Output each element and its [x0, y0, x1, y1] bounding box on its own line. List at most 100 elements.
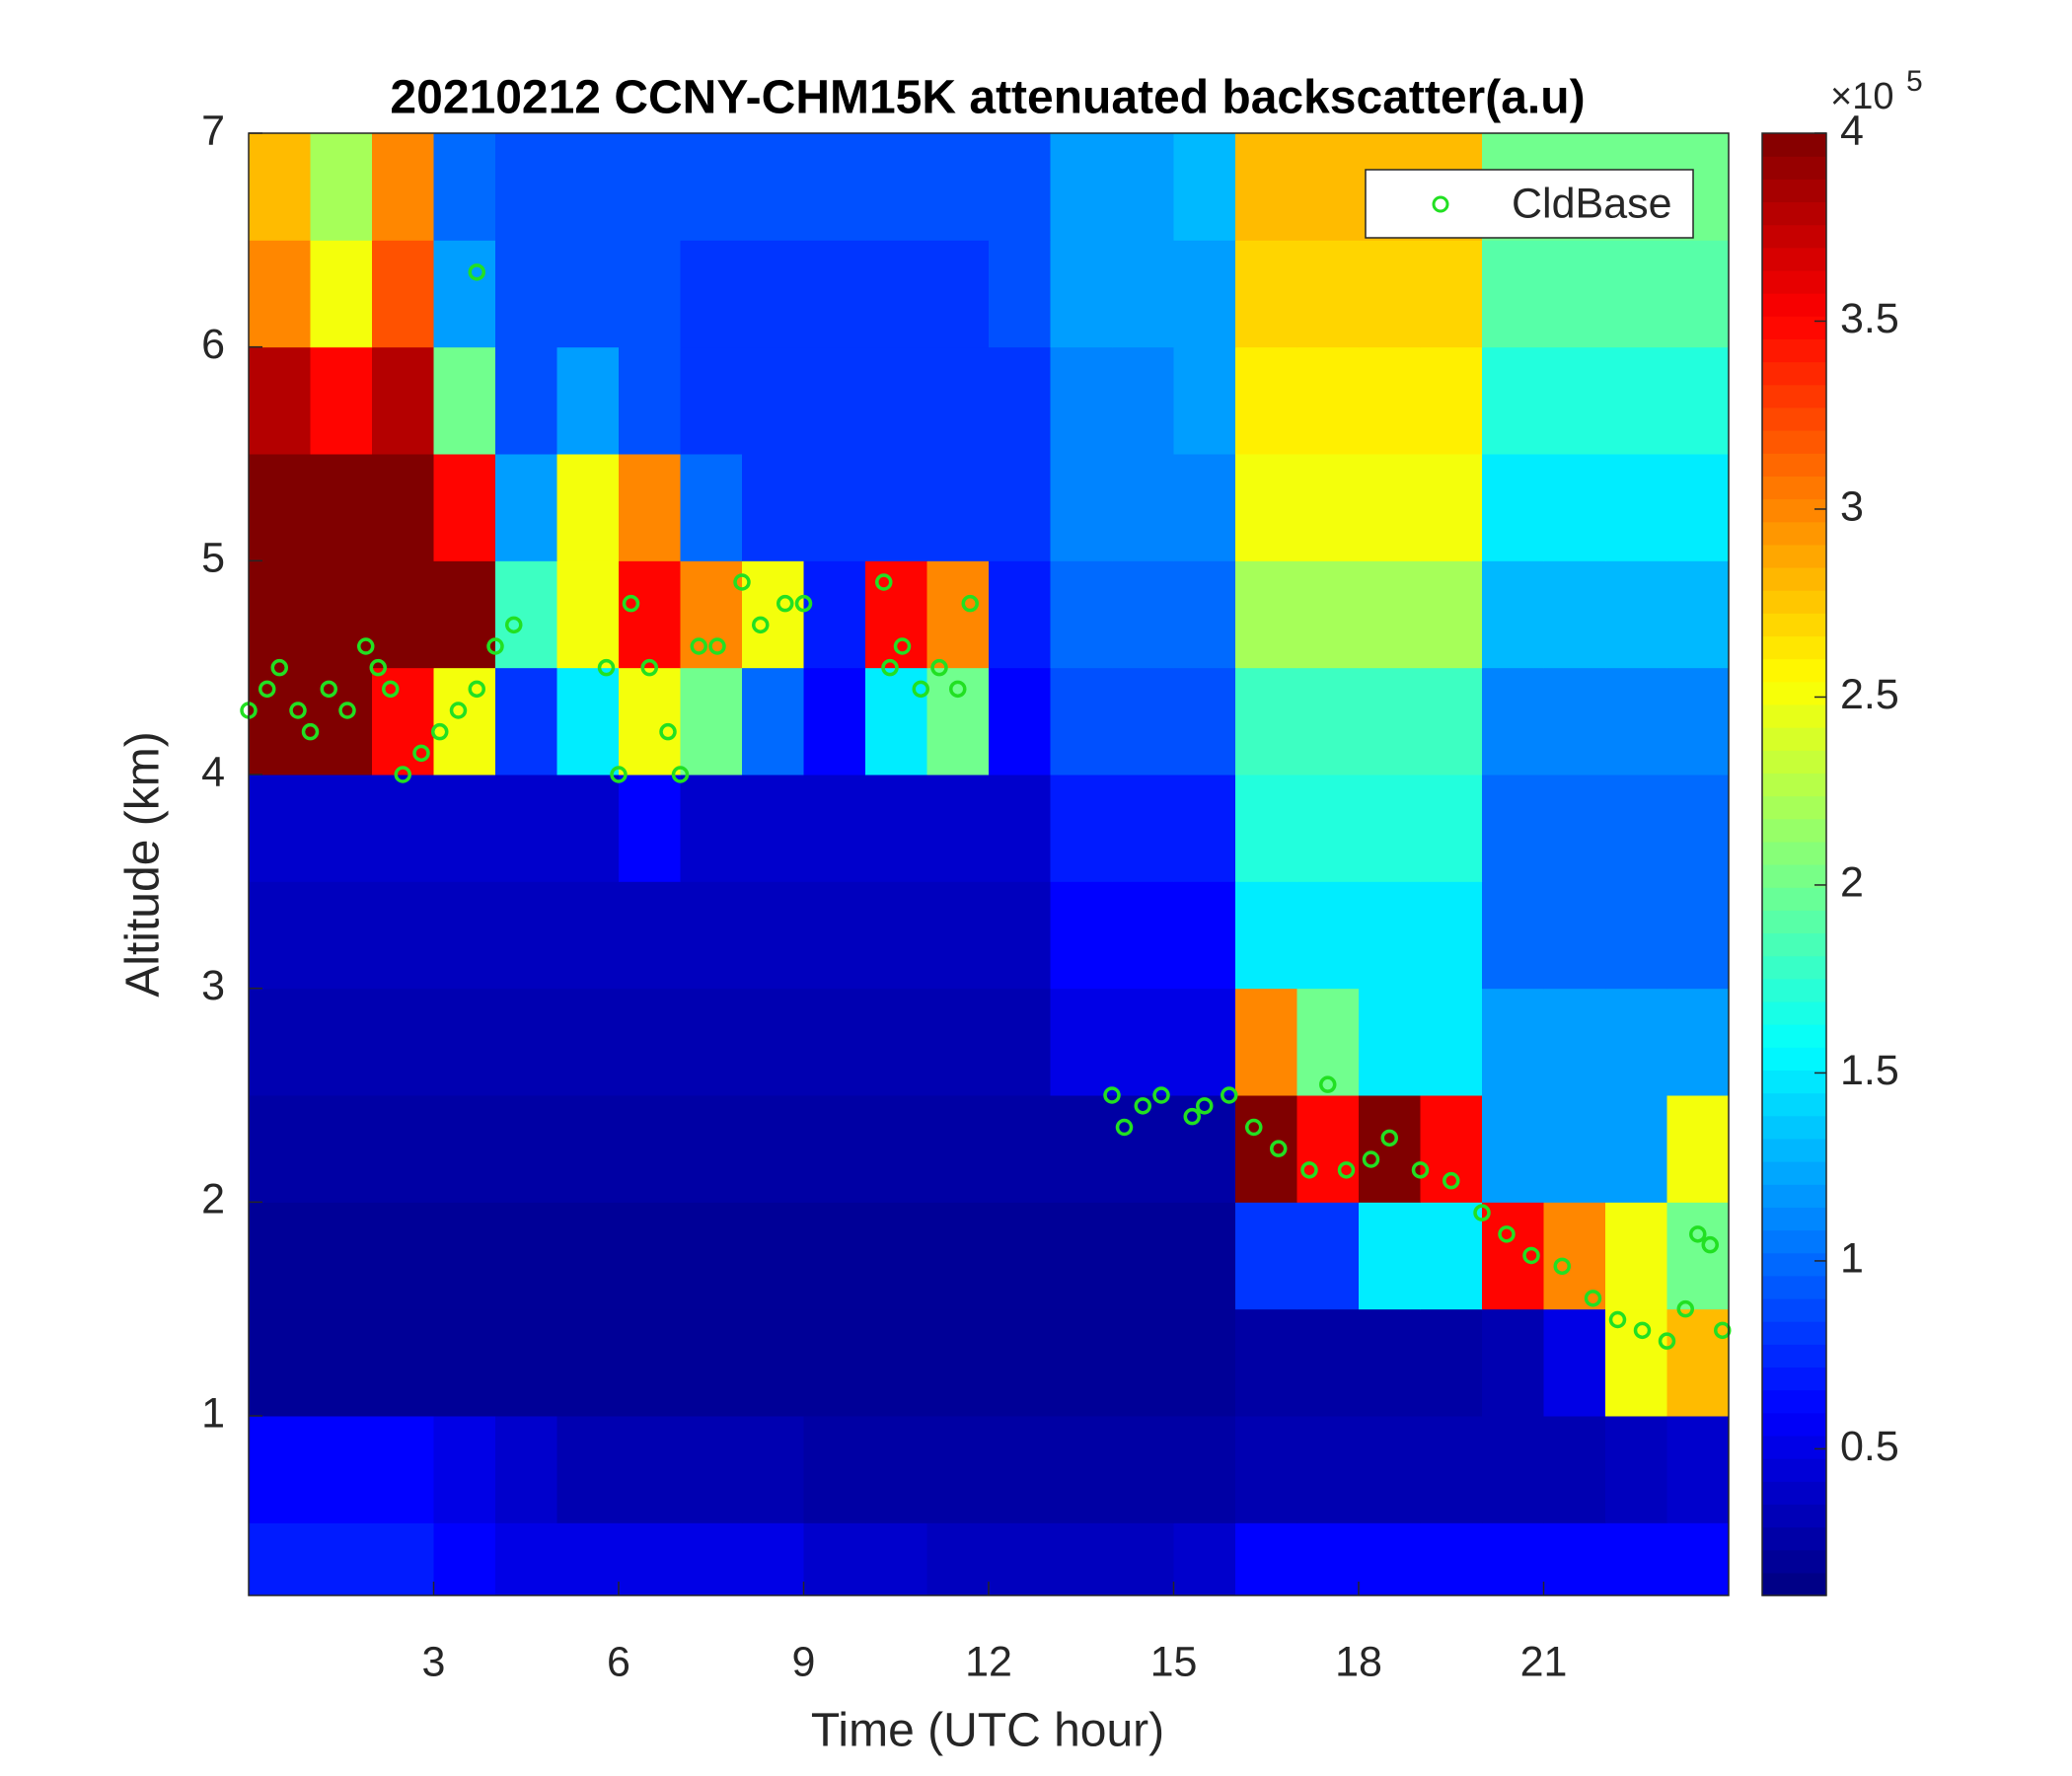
- heatmap-cell: [556, 454, 620, 561]
- heatmap-cell: [1235, 133, 1297, 241]
- heatmap-cell: [310, 667, 373, 776]
- heatmap-cell: [865, 1095, 927, 1203]
- heatmap-cell: [249, 346, 311, 455]
- heatmap-cell: [742, 133, 804, 241]
- colorbar-swatch: [1762, 156, 1826, 180]
- colorbar-swatch: [1762, 681, 1826, 705]
- heatmap-cell: [1543, 667, 1606, 776]
- cloud-base-point: [752, 616, 770, 634]
- heatmap-cell: [1420, 1202, 1483, 1310]
- colorbar-frame: [1761, 132, 1827, 1596]
- cloud-base-point: [270, 658, 288, 677]
- heatmap-cell: [803, 240, 866, 348]
- heatmap-cell: [926, 1308, 990, 1417]
- heatmap-cell: [803, 560, 866, 669]
- heatmap-cell: [926, 133, 990, 241]
- heatmap-cell: [1543, 1095, 1606, 1203]
- cloud-base-point: [610, 766, 628, 783]
- colorbar-swatch: [1762, 1115, 1826, 1140]
- heatmap-cell: [433, 1522, 496, 1596]
- cloud-base-point: [1584, 1290, 1602, 1307]
- heatmap-cell: [249, 560, 311, 669]
- heatmap-cell: [1605, 454, 1667, 561]
- heatmap-cell: [989, 881, 1051, 990]
- heatmap-cell: [1235, 881, 1297, 990]
- heatmap-cell: [1605, 1095, 1667, 1203]
- heatmap-cell: [1050, 240, 1113, 348]
- heatmap-cell: [372, 1416, 434, 1523]
- heatmap-cell: [1666, 1202, 1730, 1310]
- heatmap-cell: [803, 881, 866, 990]
- cloud-base-point: [412, 744, 430, 763]
- colorbar-swatch: [1762, 201, 1826, 226]
- colorbar-swatch: [1762, 247, 1826, 271]
- heatmap-cell: [1296, 560, 1360, 669]
- heatmap-cell: [310, 133, 373, 241]
- heatmap-cell: [1359, 240, 1421, 348]
- cloud-base-point: [431, 722, 449, 741]
- heatmap-cell: [865, 988, 927, 1096]
- heatmap-cell: [1482, 1202, 1544, 1310]
- colorbar-swatch: [1762, 727, 1826, 751]
- cloud-base-point: [1270, 1140, 1288, 1157]
- heatmap-cell: [680, 881, 743, 990]
- heatmap-cell: [1482, 1522, 1544, 1596]
- heatmap-cell: [1235, 775, 1297, 882]
- colorbar-swatch: [1762, 1458, 1826, 1482]
- heatmap-cell: [1296, 1416, 1360, 1523]
- heatmap-cell: [1420, 1095, 1483, 1203]
- heatmap-cell: [680, 1522, 743, 1596]
- heatmap-cell: [310, 1308, 373, 1417]
- heatmap-cell: [1050, 1522, 1113, 1596]
- heatmap-cell: [1605, 1202, 1667, 1310]
- heatmap-cell: [1543, 346, 1606, 455]
- heatmap-cell: [1482, 1416, 1544, 1523]
- heatmap-cell: [680, 775, 743, 882]
- heatmap-cell: [803, 1202, 866, 1310]
- heatmap-cell: [680, 667, 743, 776]
- cloud-base-point: [1337, 1161, 1356, 1179]
- heatmap-cell: [989, 133, 1051, 241]
- heatmap-cell: [1296, 1522, 1360, 1596]
- cloud-base-point: [930, 658, 948, 677]
- heatmap-cell: [1605, 1416, 1667, 1523]
- heatmap-cell: [1482, 240, 1544, 348]
- colorbar-tick-label: 2: [1840, 858, 1864, 906]
- heatmap-cell: [1235, 560, 1297, 669]
- colorbar-swatch: [1762, 613, 1826, 637]
- cloud-base-point: [875, 573, 893, 591]
- heatmap-cell: [926, 667, 990, 776]
- colorbar-tick-label: 1: [1840, 1234, 1864, 1282]
- cloud-base-point: [1701, 1235, 1719, 1254]
- heatmap-cell: [865, 1522, 927, 1596]
- heatmap-cell: [1173, 988, 1236, 1096]
- heatmap-cell: [865, 775, 927, 882]
- heatmap-cell: [803, 988, 866, 1096]
- colorbar-swatch: [1762, 1138, 1826, 1162]
- heatmap-cell: [1666, 1308, 1730, 1417]
- heatmap-cell: [989, 775, 1051, 882]
- heatmap-cell: [495, 988, 557, 1096]
- cloud-base-point: [708, 637, 726, 655]
- heatmap-cell: [1050, 667, 1113, 776]
- heatmap-cell: [372, 1202, 434, 1310]
- colorbar-swatch: [1762, 703, 1826, 728]
- heatmap-cell: [926, 988, 990, 1096]
- heatmap-cell: [1173, 454, 1236, 561]
- heatmap-cell: [1173, 1416, 1236, 1523]
- heatmap-cell: [310, 454, 373, 561]
- heatmap-cell: [1605, 988, 1667, 1096]
- heatmap-cell: [619, 346, 681, 455]
- heatmap-cell: [1296, 775, 1360, 882]
- heatmap-cell: [1666, 667, 1730, 776]
- heatmap-cell: [1482, 560, 1544, 669]
- heatmap-cell: [680, 240, 743, 348]
- heatmap-cell: [433, 346, 496, 455]
- heatmap-cell: [249, 1095, 311, 1203]
- colorbar-swatch: [1762, 910, 1826, 934]
- cloud-base-point: [468, 680, 485, 699]
- heatmap-cell: [680, 1308, 743, 1417]
- heatmap-cell: [249, 881, 311, 990]
- heatmap-cell: [310, 1095, 373, 1203]
